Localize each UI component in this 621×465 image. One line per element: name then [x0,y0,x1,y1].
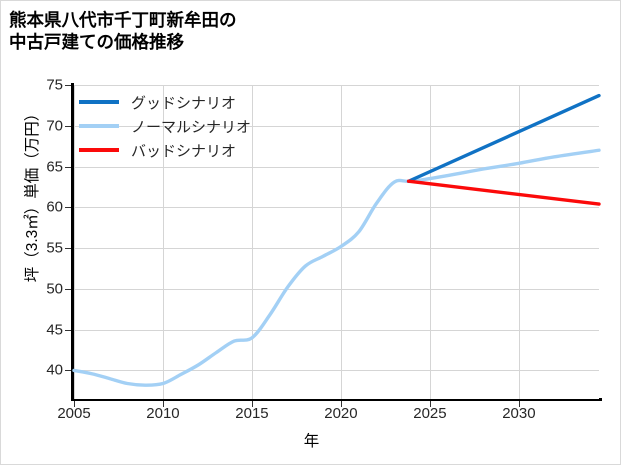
y-tick-label: 70 [46,117,63,135]
chart-title: 熊本県八代市千丁町新牟田の 中古戸建ての価格推移 [9,10,237,53]
y-tick-label: 40 [46,361,63,379]
y-tick-label: 60 [46,198,63,216]
gridline-horizontal [74,289,599,290]
x-tick-label: 2030 [502,405,536,422]
series-line [72,148,601,387]
y-tick-mark [65,370,71,372]
gridline-vertical [341,85,342,399]
legend-item-label: ノーマルシナリオ [131,118,252,136]
legend-item[interactable]: バッドシナリオ [79,138,299,162]
series-lines [72,93,601,387]
y-tick-label: 75 [46,76,63,94]
gridline-vertical [519,85,520,399]
series-line [406,179,601,206]
chart-legend: グッドシナリオ ノーマルシナリオ バッドシナリオ [79,90,299,162]
y-tick-label: 45 [46,321,63,339]
x-tick-label: 2020 [324,405,358,422]
y-tick-labels: 40 45 50 55 60 65 70 75 [13,1,63,464]
legend-color-swatch [79,148,119,152]
gridline-vertical [430,85,431,399]
gridline-horizontal [74,330,599,331]
y-tick-mark [65,207,71,209]
legend-color-swatch [79,100,119,104]
y-tick-mark [65,288,71,290]
y-axis-title: 坪（3.3㎡）単価（万円） [24,105,41,283]
legend-item[interactable]: グッドシナリオ [79,90,299,114]
y-tick-mark [65,329,71,331]
y-tick-label: 50 [46,280,63,298]
x-tick-mark [251,401,253,407]
y-tick-label: 65 [46,158,63,176]
y-tick-label: 55 [46,239,63,257]
gridline-vertical [163,85,164,399]
gridline-horizontal [74,167,599,168]
y-tick-mark [65,248,71,250]
y-tick-mark [65,125,71,127]
plot-area [72,85,601,399]
x-tick-label: 2005 [57,405,91,422]
legend-item[interactable]: ノーマルシナリオ [79,114,299,138]
x-tick-mark [340,401,342,407]
gridline-horizontal [74,85,599,86]
x-tick-mark [518,401,520,407]
legend-item-label: バッドシナリオ [131,142,237,160]
x-axis-title: 年 [303,433,320,450]
x-tick-mark [429,401,431,407]
y-tick-mark [65,166,71,168]
x-tick-label: 2010 [146,405,180,422]
y-tick-mark [65,85,71,86]
legend-item-label: グッドシナリオ [131,94,237,112]
x-axis-line [71,398,602,401]
gridline-vertical [252,85,253,399]
y-axis-line [71,83,74,401]
x-tick-mark [162,401,164,407]
gridline-horizontal [74,126,599,127]
x-tick-label: 2015 [235,405,269,422]
series-line [406,93,601,183]
legend-color-swatch [79,124,119,128]
gridline-horizontal [74,207,599,208]
gridline-horizontal [74,370,599,371]
plot-background [74,85,599,399]
x-tick-label: 2025 [413,405,447,422]
x-tick-mark [74,401,75,407]
gridline-vertical [74,85,75,399]
